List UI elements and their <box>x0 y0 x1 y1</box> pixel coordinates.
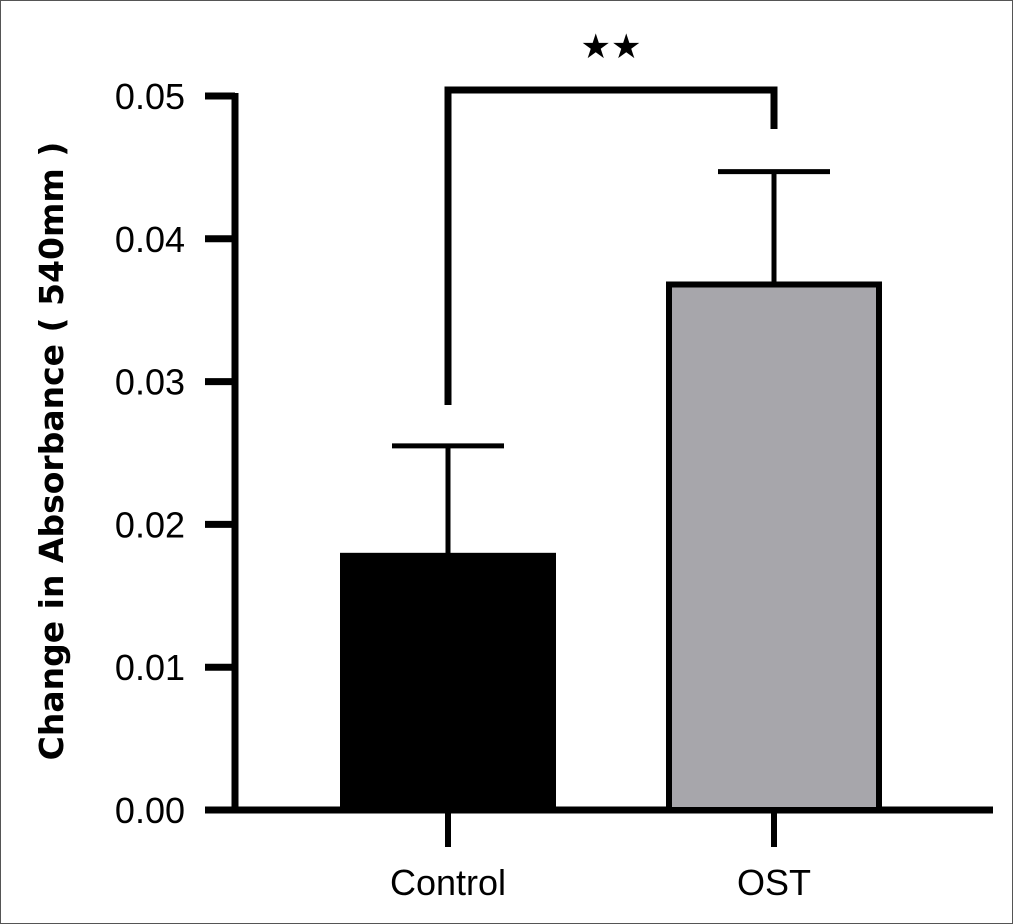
y-tick-label: 0.02 <box>115 504 185 545</box>
y-axis-label: Change in Absorbance ( 540mm ) <box>32 142 71 761</box>
x-tick-label-ost: OST <box>737 862 811 903</box>
x-tick-labels: Control OST <box>390 862 811 903</box>
y-ticks: 0.00 0.01 0.02 0.03 0.04 0.05 <box>115 76 235 831</box>
y-tick-label: 0.00 <box>115 790 185 831</box>
bars <box>340 281 882 814</box>
significance-bracket: ★★ <box>444 27 778 405</box>
y-tick-label: 0.01 <box>115 647 185 688</box>
bar-control <box>340 552 556 813</box>
x-tick-label-control: Control <box>390 862 506 903</box>
y-tick-label: 0.03 <box>115 362 185 403</box>
bar-ost <box>666 281 882 814</box>
significance-bracket-line <box>444 86 778 405</box>
y-tick-label: 0.05 <box>115 76 185 117</box>
significance-label: ★★ <box>581 27 642 67</box>
error-bars <box>392 169 830 556</box>
y-tick-label: 0.04 <box>115 219 185 260</box>
